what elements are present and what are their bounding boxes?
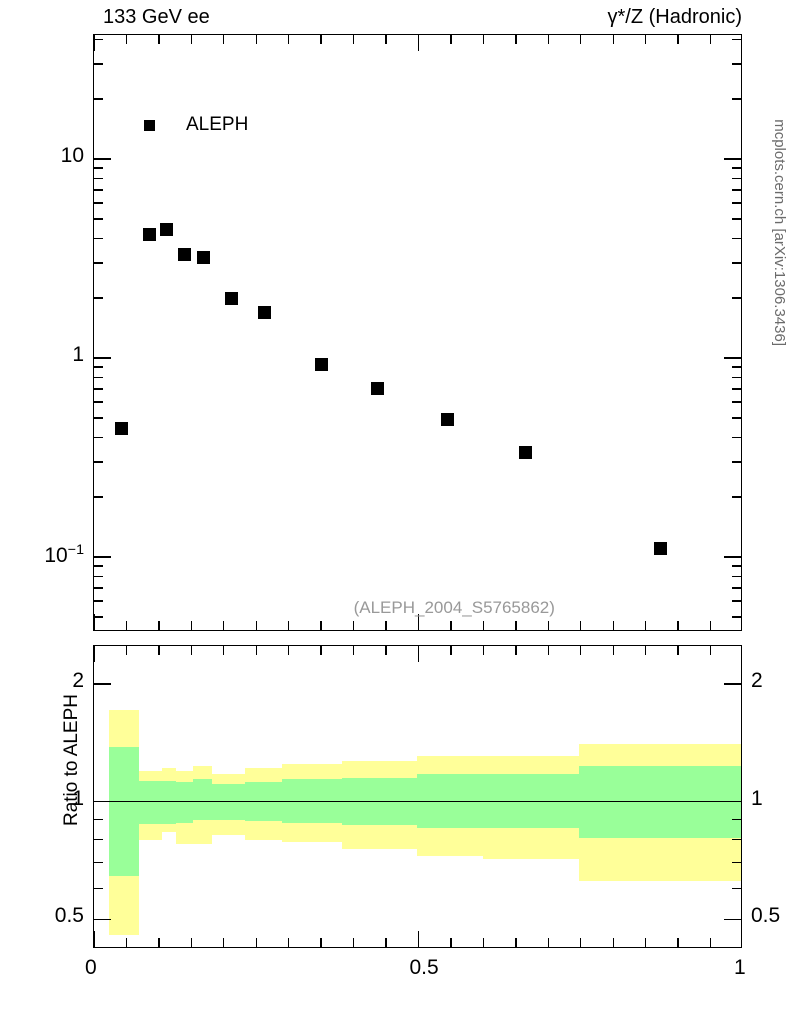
legend-marker-aleph: [144, 119, 155, 131]
ratio-ytick-label-1-left: 1: [72, 786, 84, 810]
xtick-label-1: 1: [734, 956, 746, 979]
data-point: [257, 305, 271, 319]
data-point: [196, 251, 210, 264]
mcplots-credit: mcplots.cern.ch [arXiv:1306.3436]: [771, 119, 786, 346]
ratio-axis-title: Ratio to ALEPH: [61, 693, 82, 826]
data-point: [178, 248, 192, 262]
ratio-band-inner: [162, 780, 177, 825]
main-plot-panel: ALEPH (ALEPH_2004_S5765862): [93, 34, 742, 631]
legend-label-aleph: ALEPH: [186, 114, 249, 135]
data-point: [371, 382, 385, 396]
main-ytick-label-1: 1: [72, 343, 84, 367]
xtick-label-0: 0: [85, 956, 97, 979]
ratio-ytick-label-0p5-right: 0.5: [751, 904, 781, 928]
data-point: [519, 446, 533, 460]
main-plot-area: [94, 35, 741, 630]
ratio-plot-panel: [93, 645, 742, 948]
ratio-band-inner: [139, 780, 163, 825]
ratio-ytick-label-2-right: 2: [751, 668, 763, 692]
plot-header-left: 133 GeV ee: [103, 6, 210, 28]
data-point: [441, 413, 455, 427]
data-point: [225, 291, 239, 305]
ratio-ytick-label-0p5-left: 0.5: [54, 904, 84, 928]
ratio-band-inner: [108, 746, 140, 877]
data-point: [654, 541, 668, 555]
ratio-ytick-label-2-left: 2: [72, 668, 84, 692]
ratio-band-inner: [176, 782, 193, 824]
xtick-label-0p5: 0.5: [409, 956, 439, 979]
ratio-plot-area: [94, 646, 741, 947]
ratio-reference-line: [94, 800, 741, 803]
data-point: [160, 223, 174, 237]
ratio-band-inner: [192, 779, 213, 821]
analysis-watermark: (ALEPH_2004_S5765862): [353, 598, 555, 618]
data-point: [114, 422, 128, 436]
plot-header-right: γ*/Z (Hadronic): [607, 6, 742, 28]
ratio-ytick-label-1-right: 1: [751, 786, 763, 810]
data-point: [314, 357, 328, 371]
data-point: [142, 227, 156, 241]
main-ytick-label-0p1: 10−1: [44, 542, 84, 568]
ratio-band-inner: [579, 766, 741, 839]
main-ytick-label-10: 10: [60, 144, 84, 168]
legend: ALEPH: [144, 114, 248, 136]
